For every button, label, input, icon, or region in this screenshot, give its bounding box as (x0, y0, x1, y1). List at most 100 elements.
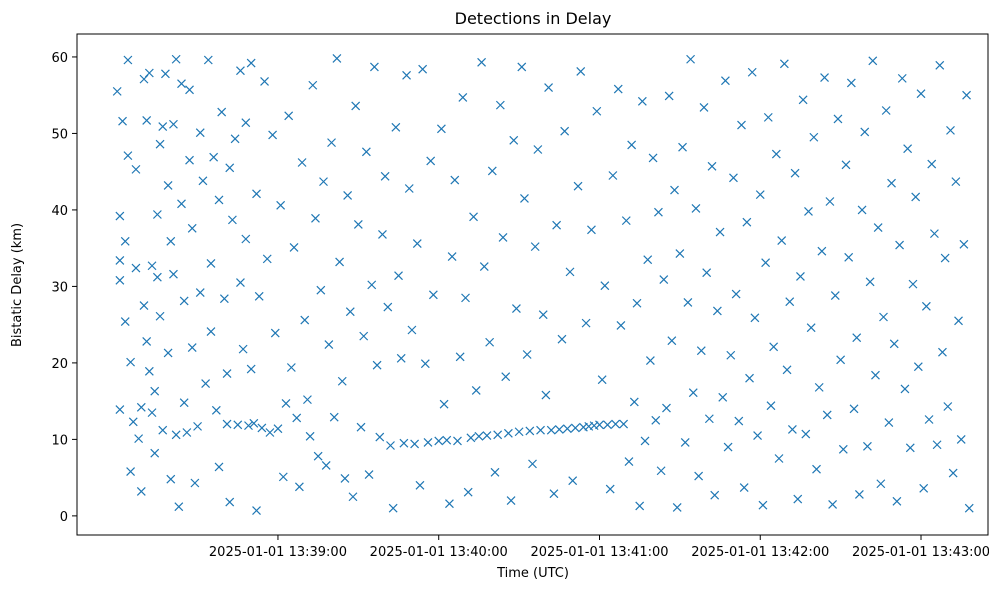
data-point (557, 334, 567, 344)
data-point (195, 128, 205, 138)
data-point (351, 101, 361, 111)
data-point (608, 171, 618, 180)
data-point (179, 296, 189, 306)
data-point (597, 375, 607, 385)
data-point (450, 175, 460, 185)
data-point (761, 258, 771, 268)
data-point (391, 122, 401, 132)
data-point (203, 55, 213, 65)
data-point (645, 356, 655, 366)
data-point (415, 480, 425, 490)
data-point (270, 328, 280, 338)
data-point (667, 336, 677, 346)
data-point (359, 331, 369, 341)
data-point (474, 431, 484, 441)
data-point (964, 503, 974, 513)
chart-title: Detections in Delay (455, 9, 612, 28)
data-point (439, 399, 449, 409)
data-point (683, 298, 693, 307)
data-point (611, 419, 620, 429)
data-point (884, 418, 894, 427)
data-point (506, 496, 516, 506)
data-point (758, 500, 768, 510)
data-point (793, 494, 803, 504)
data-point (932, 440, 942, 450)
data-point (407, 325, 417, 335)
y-axis-ticks: 0 10 20 30 40 50 60 (51, 51, 77, 525)
data-point (696, 346, 706, 356)
data-point (654, 207, 663, 217)
data-point (828, 499, 838, 509)
data-point (418, 64, 428, 74)
data-point (319, 177, 328, 187)
data-point (723, 442, 733, 452)
data-point (163, 348, 173, 358)
data-point (150, 386, 160, 396)
data-point (897, 73, 907, 83)
data-point (337, 376, 347, 386)
data-point (482, 431, 492, 440)
data-point (136, 402, 146, 412)
data-point (327, 138, 336, 148)
data-point (206, 327, 216, 336)
x-tick-label: 2025-01-01 13:41:00 (530, 545, 668, 560)
data-point (268, 130, 278, 140)
data-point (410, 439, 420, 449)
data-point (680, 438, 690, 447)
data-point (286, 363, 296, 372)
data-point (662, 403, 671, 413)
data-point (919, 483, 929, 493)
data-point (321, 460, 331, 470)
data-point (182, 428, 192, 437)
data-point (739, 483, 749, 493)
data-point (453, 436, 462, 446)
data-point (324, 340, 334, 349)
data-point (123, 55, 133, 65)
y-tick-label: 20 (51, 357, 68, 372)
data-point (576, 67, 586, 76)
data-point (533, 145, 543, 154)
data-point (195, 288, 205, 297)
data-point (469, 212, 478, 222)
data-point (463, 487, 473, 497)
data-point (115, 255, 125, 265)
data-point (485, 337, 495, 347)
data-point (174, 502, 184, 512)
data-point (343, 190, 353, 200)
data-point (118, 116, 127, 126)
data-point (144, 366, 154, 376)
data-point (126, 467, 136, 476)
data-point (150, 448, 160, 458)
data-markers (112, 54, 974, 515)
data-point (651, 415, 661, 425)
data-point (139, 301, 149, 310)
data-point (479, 262, 489, 271)
data-point (830, 291, 840, 301)
data-point (525, 426, 535, 436)
data-point (311, 213, 320, 223)
data-point (152, 272, 162, 282)
data-point (565, 267, 575, 277)
plot-area-frame (76, 33, 989, 536)
data-point (115, 405, 125, 414)
data-point (729, 173, 738, 183)
data-point (230, 134, 240, 144)
data-point (404, 184, 414, 193)
x-tick-label: 2025-01-01 13:43:00 (852, 545, 989, 560)
data-point (889, 339, 899, 349)
data-point (704, 414, 714, 424)
data-point (442, 435, 452, 445)
data-point (844, 252, 854, 262)
data-point (160, 69, 170, 79)
data-point (313, 451, 323, 461)
data-point (412, 239, 422, 249)
data-point (257, 423, 267, 433)
data-point (187, 343, 197, 353)
y-tick-label: 50 (51, 127, 68, 142)
data-point (445, 499, 454, 509)
data-point (656, 466, 666, 476)
data-point (712, 306, 722, 316)
data-point (595, 420, 604, 430)
data-point (876, 479, 886, 489)
data-point (779, 59, 789, 69)
